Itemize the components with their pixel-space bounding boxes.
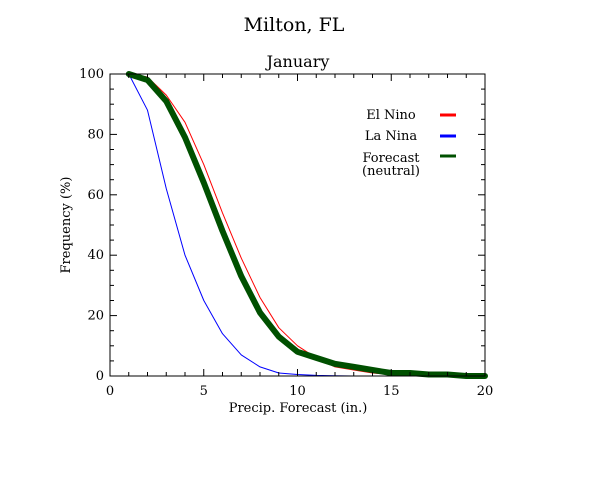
x-tick-label: 20 <box>477 384 494 399</box>
legend-label-1: La Nina <box>365 129 417 144</box>
y-tick-label: 20 <box>87 309 104 324</box>
x-tick-label: 0 <box>106 384 114 399</box>
y-tick-label: 60 <box>87 188 104 203</box>
y-axis-label: Frequency (%) <box>59 177 74 274</box>
plot-frame <box>109 73 486 377</box>
x-axis-label: Precip. Forecast (in.) <box>229 401 368 416</box>
series-line-2 <box>125 71 488 379</box>
series-line-1 <box>128 73 486 377</box>
x-tick-label: 15 <box>383 384 400 399</box>
legend: El Nino La Nina Forecast (neutral) <box>362 108 456 179</box>
chart-title: Milton, FL <box>244 14 345 36</box>
x-tick-label: 10 <box>289 384 306 399</box>
axis-tick-labels: 0 5 10 15 20 0 20 40 60 80 100 <box>79 67 493 399</box>
y-tick-label: 80 <box>87 127 104 142</box>
x-tick-label: 5 <box>200 384 208 399</box>
y-tick-label: 0 <box>96 369 104 384</box>
y-tick-label: 40 <box>87 248 104 263</box>
legend-label-0: El Nino <box>366 108 416 123</box>
chart-subtitle: January <box>265 52 330 71</box>
series-line-0 <box>128 73 486 377</box>
y-tick-label: 100 <box>79 67 104 82</box>
series-layer <box>125 71 488 379</box>
axis-ticks <box>109 73 486 377</box>
legend-label-2: Forecast (neutral) <box>362 151 420 179</box>
